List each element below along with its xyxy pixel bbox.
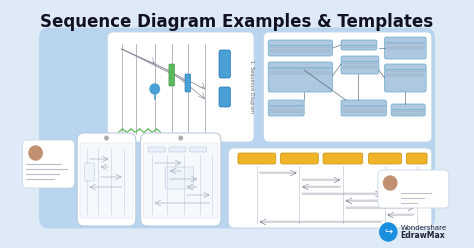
- FancyBboxPatch shape: [108, 32, 254, 142]
- FancyBboxPatch shape: [378, 170, 449, 208]
- Circle shape: [29, 146, 42, 160]
- Text: Wondershare: Wondershare: [401, 225, 447, 231]
- Circle shape: [150, 84, 159, 94]
- FancyBboxPatch shape: [169, 64, 174, 86]
- FancyBboxPatch shape: [384, 64, 426, 92]
- FancyBboxPatch shape: [39, 28, 435, 228]
- FancyBboxPatch shape: [268, 62, 332, 92]
- FancyBboxPatch shape: [406, 153, 427, 164]
- FancyBboxPatch shape: [391, 104, 425, 116]
- Circle shape: [179, 136, 182, 140]
- FancyBboxPatch shape: [190, 147, 207, 152]
- Text: ↪: ↪: [384, 227, 392, 237]
- FancyBboxPatch shape: [80, 143, 133, 218]
- FancyBboxPatch shape: [141, 133, 221, 226]
- FancyBboxPatch shape: [281, 153, 319, 164]
- FancyBboxPatch shape: [169, 147, 186, 152]
- FancyBboxPatch shape: [238, 153, 276, 164]
- FancyBboxPatch shape: [268, 40, 332, 56]
- FancyBboxPatch shape: [341, 40, 377, 50]
- FancyBboxPatch shape: [219, 87, 230, 107]
- FancyBboxPatch shape: [143, 143, 218, 218]
- Text: EdrawMax: EdrawMax: [401, 231, 445, 241]
- Text: Sequence Diagram Examples & Templates: Sequence Diagram Examples & Templates: [40, 13, 434, 31]
- FancyBboxPatch shape: [219, 50, 230, 78]
- FancyBboxPatch shape: [77, 133, 136, 226]
- Text: 1. Sequence Diagram: 1. Sequence Diagram: [249, 61, 254, 114]
- FancyBboxPatch shape: [148, 147, 165, 152]
- Circle shape: [380, 223, 397, 241]
- FancyBboxPatch shape: [22, 140, 74, 188]
- Circle shape: [383, 176, 397, 190]
- FancyBboxPatch shape: [323, 153, 363, 164]
- FancyBboxPatch shape: [85, 163, 94, 181]
- Circle shape: [105, 136, 108, 140]
- FancyBboxPatch shape: [268, 100, 304, 116]
- FancyBboxPatch shape: [185, 74, 191, 92]
- FancyBboxPatch shape: [228, 148, 432, 228]
- FancyBboxPatch shape: [341, 56, 379, 74]
- FancyBboxPatch shape: [165, 167, 193, 189]
- FancyBboxPatch shape: [264, 32, 432, 142]
- FancyBboxPatch shape: [368, 153, 401, 164]
- FancyBboxPatch shape: [341, 100, 386, 116]
- FancyBboxPatch shape: [384, 37, 426, 59]
